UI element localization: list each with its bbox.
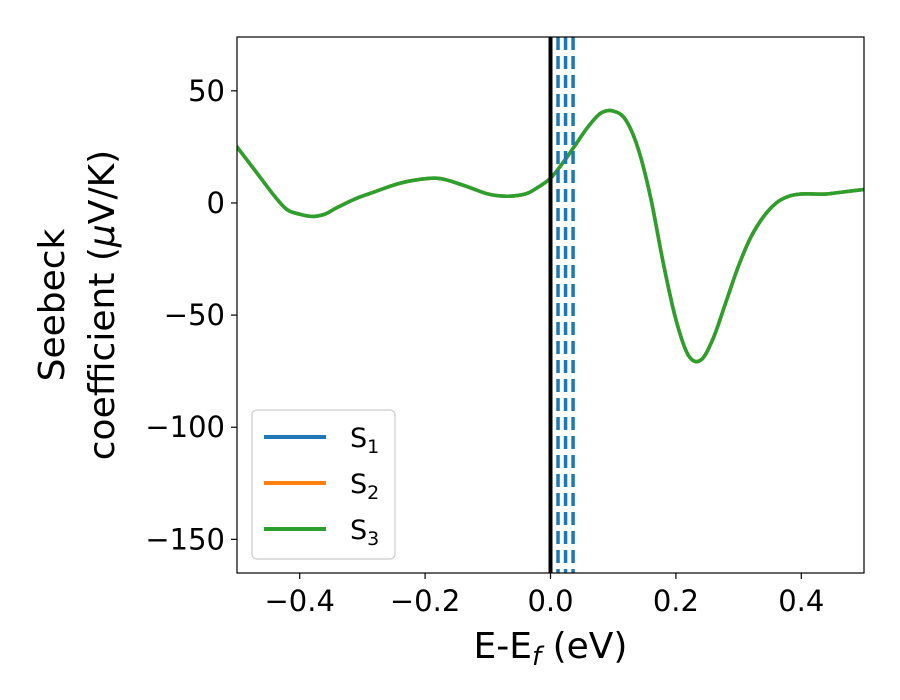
y-axis-label: Seebeck coefficient (μV/K) [32,150,123,460]
y-axis-label-line2: coefficient (μV/K) [82,150,123,460]
x-tick-label: −0.4 [264,584,334,618]
x-tick-label: −0.2 [390,584,460,618]
legend-label-s3: S3 [350,515,379,550]
y-tick-label: −50 [164,298,225,332]
axes: −0.4 −0.2 0.0 0.2 0.4 50 0 −50 −100 −150 [145,36,865,618]
y-tick-label: 0 [207,186,225,220]
x-tick-label: 0.0 [527,584,573,618]
series-line-s3 [237,108,864,364]
x-tick-label: 0.2 [653,584,699,618]
y-tick-label: −150 [145,522,225,556]
y-tick-label: 50 [188,74,225,108]
axis-labels: E-Ef (eV) Seebeck coefficient (μV/K) [32,150,627,672]
y-axis-label-line1: Seebeck [32,228,73,381]
x-tick-label: 0.4 [778,584,824,618]
y-tick-label: −100 [145,410,225,444]
plot-area [237,37,864,573]
legend: S1 S2 S3 [251,409,396,560]
x-axis-label: E-Ef (eV) [474,626,628,672]
legend-label-s2: S2 [350,469,379,504]
legend-label-s1: S1 [350,423,379,458]
